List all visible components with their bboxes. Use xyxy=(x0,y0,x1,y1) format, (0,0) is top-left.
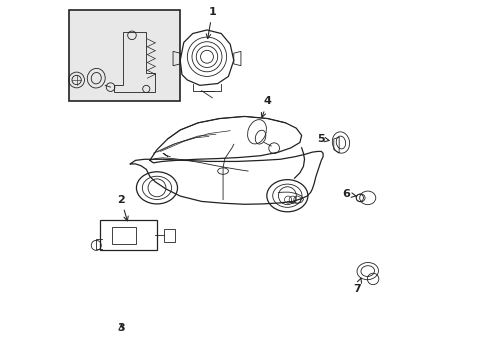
Text: 1: 1 xyxy=(206,7,216,39)
Text: 6: 6 xyxy=(342,189,355,199)
Text: 5: 5 xyxy=(317,134,328,144)
Text: 3: 3 xyxy=(117,323,125,333)
Text: 7: 7 xyxy=(352,278,361,294)
Text: 2: 2 xyxy=(117,195,128,221)
FancyBboxPatch shape xyxy=(69,10,180,102)
Text: 4: 4 xyxy=(261,96,271,117)
